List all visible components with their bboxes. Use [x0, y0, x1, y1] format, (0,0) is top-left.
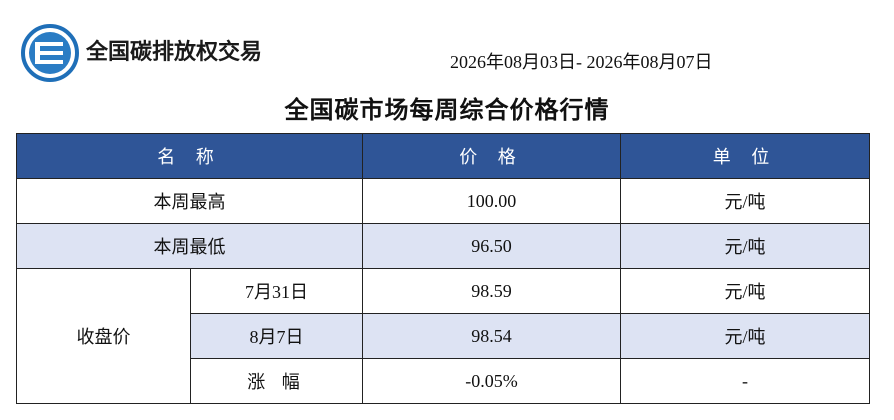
cell: 100.00: [362, 178, 621, 224]
price-table: 名 称 价 格 单 位 本周最高 100.00 元/吨 本周最低 96.50 元…: [16, 133, 870, 404]
cell: 98.59: [362, 268, 621, 314]
row: 涨 幅 -0.05% -: [17, 358, 870, 404]
cell: 98.54: [362, 313, 621, 359]
cell: 本周最低: [16, 223, 363, 269]
cell: 元/吨: [620, 178, 870, 224]
logo-text: 全国碳排放权交易: [86, 40, 263, 65]
header-row: 名 称 价 格 单 位: [16, 133, 870, 179]
cell: 96.50: [362, 223, 621, 269]
row: 8月7日 98.54 元/吨: [17, 313, 870, 359]
cell: 元/吨: [620, 268, 870, 314]
cell: 元/吨: [620, 313, 870, 359]
row: 本周最低 96.50 元/吨: [16, 223, 870, 269]
date-range: 2026年08月03日- 2026年08月07日: [450, 52, 713, 72]
column-header: 价 格: [362, 133, 621, 179]
title: 全国碳市场每周综合价格行情: [284, 98, 610, 124]
cell: 本周最高: [16, 178, 363, 224]
cell: -: [620, 358, 870, 404]
cell: 收盘价: [16, 268, 191, 404]
column-header: 名 称: [16, 133, 363, 179]
row: 本周最高 100.00 元/吨: [16, 178, 870, 224]
column-header: 单 位: [620, 133, 870, 179]
cell: 8月7日: [190, 313, 363, 359]
cell: 7月31日: [190, 268, 363, 314]
cell: 涨 幅: [190, 358, 363, 404]
cell: 元/吨: [620, 223, 870, 269]
cell: -0.05%: [362, 358, 621, 404]
row: 收盘价 7月31日 98.59 元/吨: [16, 268, 870, 404]
logo: [21, 24, 79, 82]
